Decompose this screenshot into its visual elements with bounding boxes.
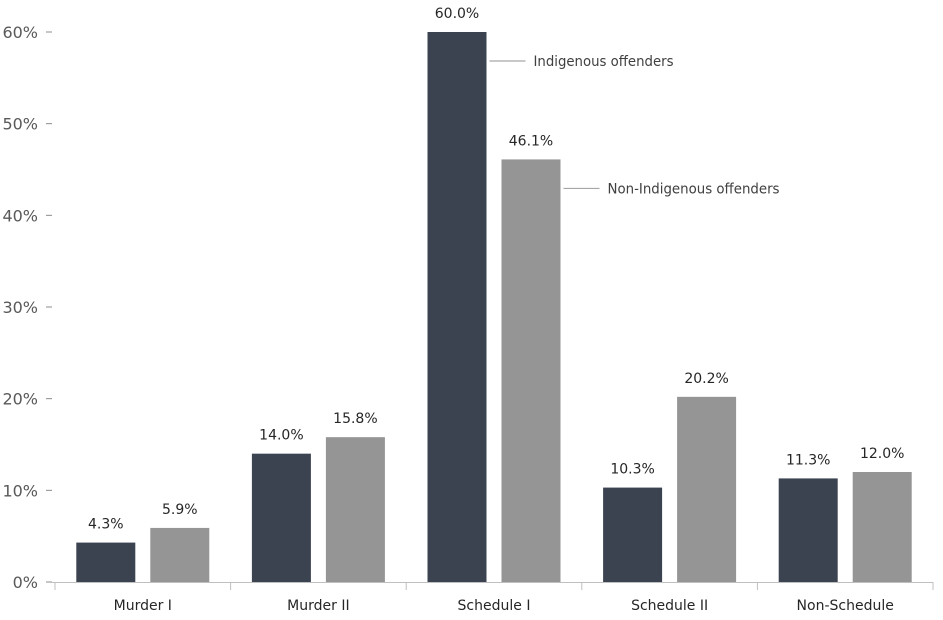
data-label: 20.2% (684, 371, 728, 387)
y-tick-label: 50% (2, 115, 38, 134)
legend-label: Indigenous offenders (534, 54, 674, 70)
bar-indigenous (603, 487, 663, 582)
data-label: 10.3% (610, 462, 654, 478)
data-label: 46.1% (509, 133, 553, 149)
legend-label: Non-Indigenous offenders (608, 181, 780, 197)
bars (76, 32, 912, 582)
data-label: 12.0% (860, 446, 904, 462)
x-category-label: Schedule II (631, 598, 708, 614)
data-label: 11.3% (786, 452, 830, 468)
y-tick-label: 10% (2, 481, 38, 500)
data-label: 4.3% (88, 517, 124, 533)
bar-indigenous (251, 453, 311, 582)
legend-callouts: Indigenous offenders Non-Indigenous offen… (489, 54, 780, 197)
x-category-label: Schedule I (458, 598, 531, 614)
data-labels: 4.3% 5.9% 14.0% 15.8% 60.0% 46.1% 10.3% 20.2% 11… (88, 6, 904, 533)
bar-non-indigenous (150, 527, 210, 582)
y-tick-label: 40% (2, 206, 38, 225)
bar-non-indigenous (325, 437, 385, 582)
x-axis: Murder I Murder II Schedule I Schedule II No… (51, 582, 934, 614)
bar-indigenous (76, 542, 136, 582)
bar-indigenous (778, 478, 838, 582)
bar-non-indigenous (677, 396, 737, 582)
y-tick-label: 0% (13, 573, 38, 592)
x-category-label: Murder I (114, 598, 172, 614)
x-category-label: Murder II (287, 598, 349, 614)
bar-non-indigenous (852, 472, 912, 582)
bar-indigenous (427, 32, 487, 582)
y-axis: 0% 10% 20% 30% 40% 50% 60% (2, 23, 52, 592)
bar-non-indigenous (501, 159, 561, 582)
y-tick-label: 60% (2, 23, 38, 42)
data-label: 5.9% (162, 502, 198, 518)
y-tick-label: 30% (2, 298, 38, 317)
data-label: 15.8% (333, 411, 377, 427)
x-category-label: Non-Schedule (797, 598, 894, 614)
y-tick-label: 20% (2, 390, 38, 409)
data-label: 60.0% (435, 6, 479, 22)
data-label: 14.0% (259, 428, 303, 444)
